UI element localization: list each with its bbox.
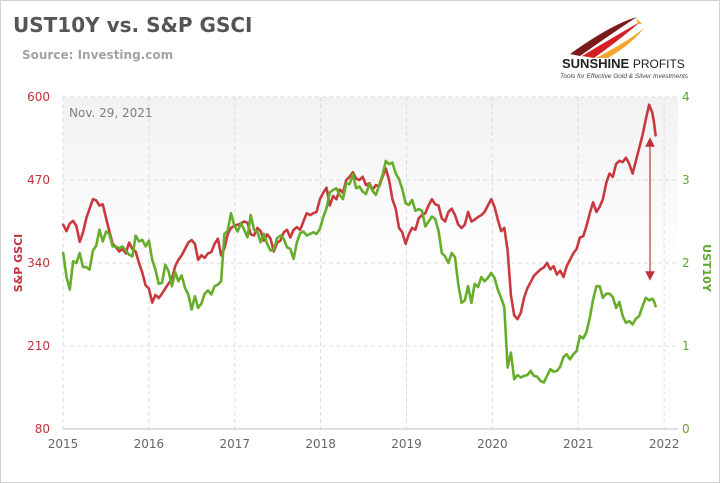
x-tick-label: 2018 bbox=[305, 437, 336, 451]
x-tick-label: 2015 bbox=[48, 437, 79, 451]
x-tick-label: 2017 bbox=[219, 437, 250, 451]
chart-source: Source: Investing.com bbox=[22, 48, 174, 62]
x-tick-label: 2020 bbox=[477, 437, 508, 451]
chart-title: UST10Y vs. S&P GSCI bbox=[13, 13, 253, 37]
left-tick-label: 210 bbox=[27, 339, 50, 353]
left-tick-label: 600 bbox=[27, 90, 50, 104]
x-tick-label: 2016 bbox=[134, 437, 165, 451]
left-tick-label: 470 bbox=[27, 173, 50, 187]
logo-name-secondary: PROFITS bbox=[632, 57, 685, 71]
right-tick-label: 3 bbox=[682, 173, 690, 187]
left-tick-label: 80 bbox=[35, 422, 50, 436]
left-tick-label: 340 bbox=[27, 256, 50, 270]
ust10y-series-line bbox=[61, 159, 657, 384]
series-lines bbox=[61, 103, 657, 384]
date-annotation: Nov. 29, 2021 bbox=[69, 106, 153, 120]
right-tick-label: 4 bbox=[682, 90, 690, 104]
right-tick-label: 1 bbox=[682, 339, 690, 353]
logo-name-main: SUNSHINE bbox=[562, 56, 630, 71]
left-axis-label: S&P GSCI bbox=[12, 234, 25, 293]
x-tick-label: 2021 bbox=[563, 437, 594, 451]
sun-swoosh-icon bbox=[570, 17, 644, 58]
x-tick-label: 2022 bbox=[649, 437, 680, 451]
axes: 80 210 340 470 600 0 1 2 3 4 2015 2016 2017 2018 2019 2… bbox=[27, 90, 690, 451]
grid bbox=[62, 96, 678, 430]
logo-name: SUNSHINE PROFITS bbox=[562, 56, 685, 71]
x-tick-label: 2019 bbox=[391, 437, 422, 451]
right-tick-label: 0 bbox=[682, 422, 690, 436]
sunshine-profits-logo: SUNSHINE PROFITS Tools for Effective Gol… bbox=[552, 14, 712, 84]
right-axis-label: UST10Y bbox=[700, 244, 713, 293]
sp-gsci-series-line bbox=[61, 103, 657, 321]
right-tick-label: 2 bbox=[682, 256, 690, 270]
logo-tagline: Tools for Effective Gold & Silver Invest… bbox=[560, 73, 689, 80]
